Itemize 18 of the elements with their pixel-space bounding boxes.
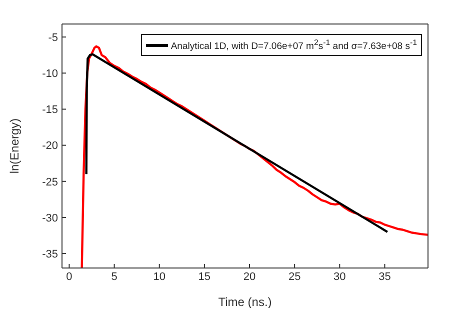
x-tick-label: 35 — [378, 270, 391, 283]
y-tick-label: -10 — [42, 68, 58, 80]
x-tick-label: 15 — [198, 270, 211, 283]
y-tick-label: -5 — [48, 32, 58, 44]
y-tick-label: -25 — [42, 176, 58, 188]
x-tick-label: 5 — [111, 270, 118, 283]
x-tick-label: 20 — [243, 270, 256, 283]
legend-label: Analytical 1D, with D=7.06e+07 m$^{2}$s$^{-1}$ and σ=7.63e+08 s$^{-1}$ — [170, 37, 417, 54]
y-axis-title: ln(Energy) — [7, 118, 22, 174]
line-series — [85, 53, 389, 234]
x-tick-label: 10 — [153, 270, 166, 283]
y-tick-label: -35 — [42, 248, 58, 260]
y-tick-label: -20 — [42, 140, 58, 152]
x-tick-label: 25 — [288, 270, 301, 283]
x-tick-label: 30 — [334, 270, 346, 283]
y-tick-label: -30 — [42, 212, 58, 224]
y-tick-label: -15 — [42, 104, 58, 116]
x-tick-label: 0 — [66, 270, 72, 283]
